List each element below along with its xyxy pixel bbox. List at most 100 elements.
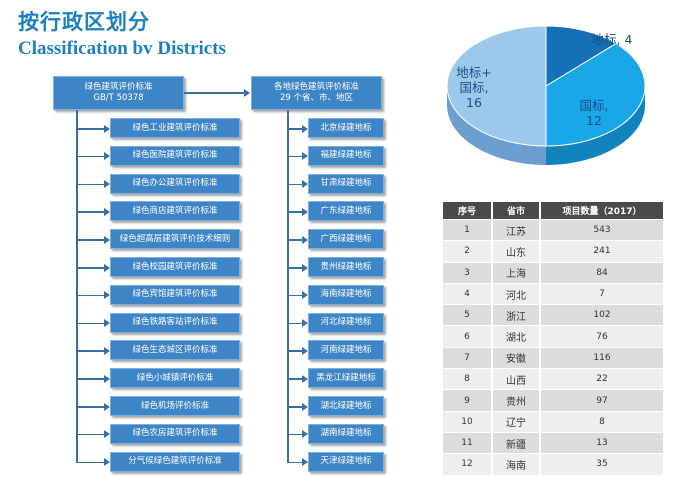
- local-branch-line: [287, 211, 302, 213]
- cell-index: 4: [443, 282, 493, 305]
- local-root-count: 29 个省、市、地区: [279, 93, 354, 103]
- table-row: 10 辽宁 8: [443, 410, 665, 433]
- page-subtitle: Classification bv Districts: [18, 38, 226, 59]
- province-project-table: 序号 省市 项目数量（2017） 1 江苏 543 2 山东 241 3 上海 84 4 河北 7 5 浙…: [443, 202, 665, 475]
- cell-index: 12: [443, 453, 493, 475]
- cell-project-count: 22: [540, 368, 665, 390]
- national-branch-arrow: [104, 430, 110, 439]
- national-branch-line: [76, 155, 104, 158]
- root-connector-arrow: [244, 89, 250, 97]
- local-branch-line: [287, 294, 302, 297]
- cell-index: 11: [443, 431, 493, 454]
- national-item: 绿色校园建筑评价标准: [110, 257, 240, 277]
- national-item: 绿色工业建筑评价标准: [110, 118, 240, 138]
- national-root-code: GB/T 50378: [93, 93, 144, 103]
- national-standard-root: 绿色建筑评价标准 GB/T 50378: [53, 76, 184, 110]
- national-trunk-line: [76, 110, 78, 463]
- local-item: 海南绿建地标: [308, 284, 384, 305]
- cell-province: 湖北: [492, 325, 541, 348]
- national-item: 绿色宾馆建筑评价标准: [110, 284, 240, 305]
- national-branch-line: [76, 294, 104, 297]
- local-item: 黑龙江绿建地标: [308, 368, 384, 389]
- page-title: 按行政区划分: [18, 10, 150, 34]
- local-item: 湖南绿建地标: [308, 423, 384, 444]
- cell-province: 河北: [492, 282, 541, 305]
- local-branch-arrow: [302, 458, 308, 467]
- local-branch-line: [287, 322, 302, 325]
- pie-slice-2: [446, 25, 547, 147]
- cell-index: 6: [443, 325, 493, 348]
- national-branch-arrow: [104, 291, 110, 300]
- cell-project-count: 116: [540, 346, 665, 369]
- cell-project-count: 543: [540, 218, 665, 241]
- cell-index: 2: [443, 240, 493, 263]
- national-branch-arrow: [104, 402, 110, 411]
- national-branch-line: [76, 322, 104, 325]
- local-item: 广西绿建地标: [308, 229, 384, 250]
- table-row: 6 湖北 76: [443, 325, 665, 348]
- cell-index: 7: [443, 346, 493, 369]
- local-branch-line: [287, 183, 302, 186]
- national-item: 绿色超高层建筑评价技术细则: [110, 229, 240, 250]
- local-branch-line: [287, 239, 302, 241]
- national-branch-line: [76, 183, 104, 186]
- national-branch-arrow: [104, 207, 110, 216]
- local-branch-line: [287, 267, 302, 269]
- table-row: 5 浙江 102: [443, 304, 665, 326]
- local-branch-arrow: [302, 207, 308, 216]
- local-item: 广东绿建地标: [308, 201, 384, 222]
- cell-index: 1: [443, 218, 493, 241]
- pie-label-2: 16: [466, 95, 482, 110]
- table-row: 2 山东 241: [443, 240, 665, 263]
- national-branch-arrow: [104, 458, 110, 467]
- cell-province: 江苏: [492, 218, 541, 241]
- pie-label-1: 12: [586, 113, 602, 128]
- pie-label-2: 国标,: [460, 80, 489, 95]
- national-item: 绿色商店建筑评价标准: [110, 201, 240, 222]
- national-branch-line: [76, 350, 104, 352]
- table-row: 12 海南 35: [443, 453, 665, 475]
- national-branch-arrow: [104, 124, 110, 133]
- local-branch-arrow: [302, 180, 308, 189]
- national-branch-arrow: [104, 235, 110, 244]
- local-item: 贵州绿建地标: [308, 257, 384, 277]
- national-item: 绿色办公建筑评价标准: [110, 173, 240, 194]
- cell-index: 8: [443, 368, 493, 390]
- cell-project-count: 102: [540, 304, 665, 326]
- cell-project-count: 35: [540, 453, 665, 475]
- national-item: 绿色医院建筑评价标准: [110, 145, 240, 166]
- local-branch-line: [287, 461, 302, 464]
- pie-slice-side: [447, 86, 546, 165]
- table-row: 11 新疆 13: [443, 431, 665, 454]
- national-branch-line: [76, 211, 104, 213]
- national-branch-arrow: [104, 374, 110, 383]
- column-header-project-count: 项目数量（2017）: [540, 202, 665, 220]
- local-branch-arrow: [302, 402, 308, 411]
- cell-index: 9: [443, 389, 493, 412]
- national-item: 绿色生态城区评价标准: [110, 340, 240, 361]
- cell-province: 辽宁: [492, 410, 541, 433]
- national-item: 绿色小城镇评价标准: [110, 368, 240, 389]
- local-branch-line: [287, 433, 302, 436]
- local-branch-arrow: [302, 319, 308, 328]
- cell-index: 10: [443, 410, 493, 433]
- cell-index: 3: [443, 261, 493, 284]
- cell-project-count: 84: [540, 261, 665, 284]
- cell-project-count: 8: [540, 410, 665, 433]
- cell-province: 山西: [492, 368, 541, 390]
- national-branch-line: [76, 378, 104, 380]
- local-branch-arrow: [302, 263, 308, 272]
- local-branch-arrow: [302, 430, 308, 439]
- national-item: 绿色农房建筑评价标准: [110, 423, 240, 444]
- pie-slice-side: [546, 86, 645, 165]
- local-branch-arrow: [302, 291, 308, 300]
- pie-slice-1: [545, 42, 646, 147]
- local-item: 甘肃绿建地标: [308, 173, 384, 194]
- pie-label-0: 地标, 4: [592, 32, 633, 47]
- national-branch-line: [76, 406, 104, 408]
- cell-province: 山东: [492, 240, 541, 263]
- national-branch-line: [76, 128, 104, 130]
- local-item: 河南绿建地标: [308, 340, 384, 361]
- national-branch-arrow: [104, 263, 110, 272]
